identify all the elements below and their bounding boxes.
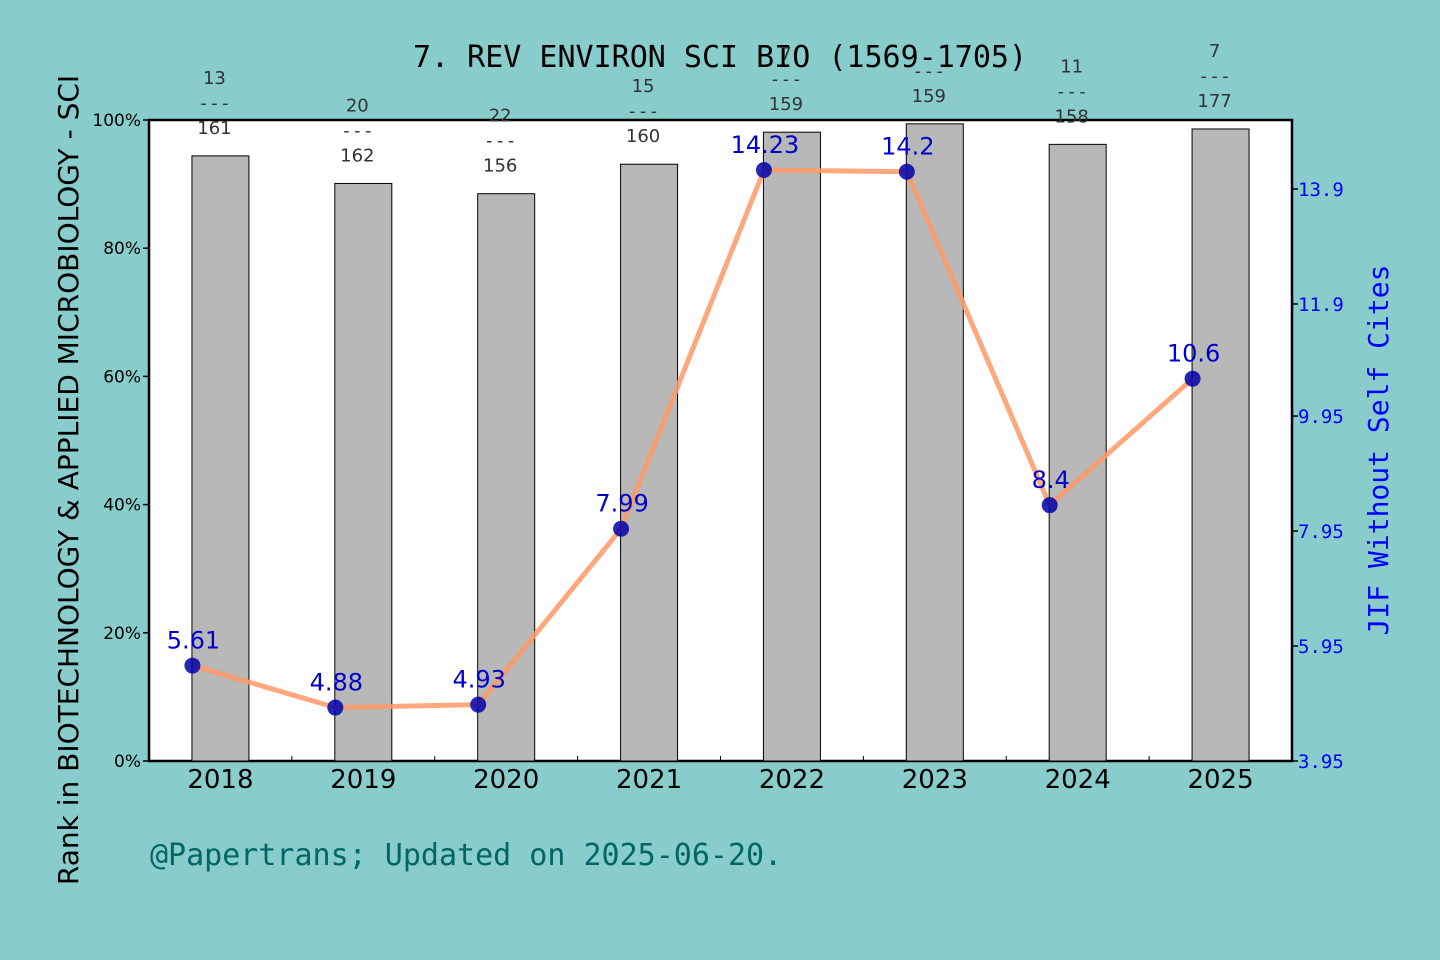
chart-title: 7. REV ENVIRON SCI BIO (1569-1705): [413, 40, 1027, 75]
rank-divider-2023: ---: [913, 61, 946, 82]
x-tick-label-2025: 2025: [1187, 765, 1253, 795]
bar-2025: [1191, 128, 1250, 762]
x-tick-label-2022: 2022: [759, 765, 825, 795]
bar-2019: [334, 182, 393, 762]
right-tick-label-2: 7.95: [1298, 521, 1344, 543]
rank-numerator-2025: 7: [1209, 41, 1220, 62]
x-tick-label-2020: 2020: [473, 765, 539, 795]
right-tick-label-0: 3.95: [1298, 751, 1344, 773]
left-tick-label-5: 100%: [92, 111, 141, 131]
rank-numerator-2019: 20: [346, 95, 369, 116]
jif-point-2023: [898, 163, 915, 180]
rank-denominator-2024: 158: [1055, 106, 1089, 127]
right-tick-label-1: 5.95: [1298, 636, 1344, 658]
rank-divider-2020: ---: [484, 131, 517, 152]
rank-denominator-2021: 160: [626, 126, 660, 147]
jif-value-label-2022: 14.23: [731, 131, 800, 159]
right-tick-label-3: 9.95: [1298, 406, 1344, 428]
rank-numerator-2022: 7: [780, 44, 791, 65]
rank-denominator-2018: 161: [197, 118, 231, 139]
x-tick-label-2021: 2021: [616, 765, 682, 795]
rank-denominator-2022: 159: [769, 94, 803, 115]
rank-numerator-2020: 22: [489, 106, 512, 127]
jif-value-label-2023: 14.2: [881, 133, 934, 161]
left-tick-label-4: 80%: [103, 239, 141, 259]
right-axis-title: JIF Without Self Cites: [1362, 265, 1395, 636]
jif-line-layer: 5.61 4.88 4.93 7.99 14.23 14.2 8.4 10.6: [167, 131, 1220, 716]
jif-point-2025: [1184, 370, 1201, 387]
jif-point-2022: [755, 162, 772, 179]
bar-2018: [191, 155, 250, 762]
rank-denominator-2019: 162: [340, 145, 374, 166]
right-tick-label-4: 11.9: [1298, 294, 1344, 316]
x-tick-label-2024: 2024: [1045, 765, 1111, 795]
rank-divider-2022: ---: [770, 69, 803, 90]
rank-denominator-2023: 159: [912, 86, 946, 107]
jif-point-2024: [1041, 497, 1058, 514]
rank-divider-2025: ---: [1198, 66, 1231, 87]
jif-value-label-2024: 8.4: [1032, 466, 1070, 494]
x-tick-label-2018: 2018: [187, 765, 253, 795]
jif-value-label-2025: 10.6: [1167, 340, 1220, 368]
left-tick-label-2: 40%: [103, 496, 141, 516]
right-tick-label-5: 13.9: [1298, 179, 1344, 201]
bar-2024: [1048, 143, 1107, 762]
left-tick-label-3: 60%: [103, 367, 141, 387]
jif-point-2019: [327, 699, 344, 716]
rank-divider-2019: ---: [341, 120, 374, 141]
rank-numerator-2021: 15: [632, 76, 655, 97]
jif-value-label-2018: 5.61: [167, 627, 220, 655]
bar-2023: [905, 123, 964, 762]
bar-2022: [762, 131, 821, 762]
x-tick-label-2019: 2019: [330, 765, 396, 795]
jif-point-2018: [184, 657, 201, 674]
bars-layer: [191, 123, 1250, 762]
rank-denominator-2020: 156: [483, 156, 517, 177]
footer-credit: @Papertrans; Updated on 2025-06-20.: [150, 838, 782, 873]
jif-value-label-2020: 4.93: [452, 666, 505, 694]
rank-divider-2021: ---: [627, 101, 660, 122]
jif-point-2020: [470, 696, 487, 713]
rank-denominator-2025: 177: [1197, 91, 1231, 112]
rank-divider-2024: ---: [1055, 81, 1088, 102]
jif-value-label-2019: 4.88: [310, 669, 363, 697]
jif-line-series: [191, 167, 1195, 711]
rank-divider-2018: ---: [198, 93, 231, 114]
left-axis-title: Rank in BIOTECHNOLOGY & APPLIED MICROBIO…: [52, 75, 85, 885]
jif-point-2021: [613, 520, 630, 537]
axes-layer: 0% 20% 40% 60% 80% 100% 3.95 5.95 7.95 9.95 11.9 13…: [92, 111, 1343, 795]
left-tick-label-0: 0%: [114, 752, 141, 772]
rank-numerator-2024: 11: [1060, 56, 1083, 77]
rank-labels-layer: 13 --- 161 20 --- 162 22 --- 156 15 --- 160 7 --- 159 -…: [197, 41, 1231, 177]
x-tick-label-2023: 2023: [902, 765, 968, 795]
rank-numerator-2018: 13: [203, 68, 226, 89]
jif-value-label-2021: 7.99: [595, 490, 648, 518]
left-tick-label-1: 20%: [103, 624, 141, 644]
